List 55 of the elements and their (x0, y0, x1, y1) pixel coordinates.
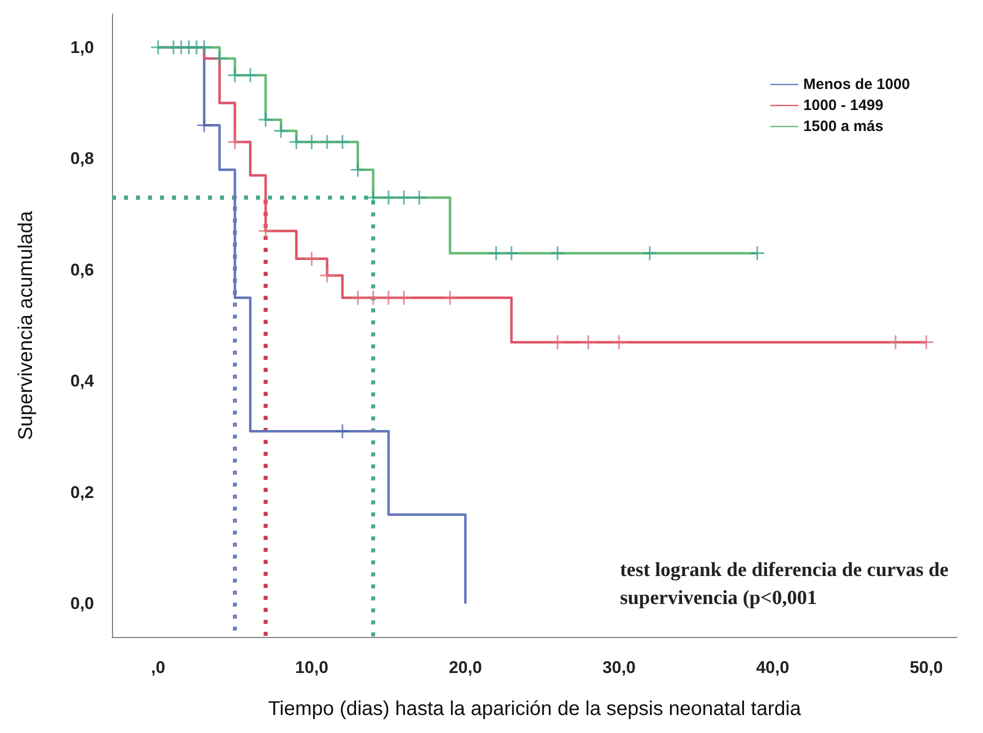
y-tick-label: 0,0 (70, 594, 94, 614)
x-tick-label: 20,0 (448, 658, 482, 677)
point (749, 245, 766, 261)
point (550, 334, 566, 350)
point (227, 134, 243, 150)
point (273, 123, 289, 139)
point (396, 290, 412, 306)
point (350, 162, 366, 178)
point (888, 334, 904, 350)
annotation: test logrank de diferencia de curvas de supervivencia (p<0,001 (620, 559, 954, 609)
point (365, 190, 381, 206)
legend-label: 1500 a más (803, 118, 884, 135)
legend-label: 1000 - 1499 (803, 97, 884, 114)
point (380, 290, 396, 306)
point (304, 134, 320, 150)
point (227, 67, 243, 83)
point (611, 334, 627, 350)
point (580, 334, 596, 350)
point (350, 290, 366, 306)
y-tick-label: 1,0 (70, 38, 94, 57)
x-tick-label: 40,0 (756, 658, 790, 677)
point (396, 190, 412, 206)
point (212, 50, 228, 66)
point (334, 423, 350, 439)
point (150, 40, 166, 56)
x-tick-label: ,0 (150, 658, 166, 677)
point (242, 67, 258, 83)
y-tick-label: 0,8 (70, 149, 94, 168)
point (488, 245, 504, 261)
point (319, 134, 335, 150)
legend-label: Menos de 1000 (803, 76, 910, 93)
point (334, 134, 350, 150)
y-tick-label: 0,2 (70, 482, 94, 502)
point (196, 117, 212, 134)
x-tick-label: 30,0 (602, 658, 636, 677)
point (504, 245, 520, 261)
point (918, 334, 934, 350)
point (442, 290, 458, 306)
x-tick-label: 10,0 (295, 658, 328, 677)
point (411, 190, 428, 206)
point (550, 245, 566, 261)
point (304, 250, 320, 267)
point (258, 112, 274, 128)
y-axis-title: Supervivencia acumulada (15, 210, 37, 440)
point (196, 40, 212, 56)
point (258, 223, 274, 239)
x-axis-title: Tiempo (dias) hasta la aparición de la sepsis neonatal tardia (268, 698, 802, 720)
y-tick-label: 0,4 (70, 372, 95, 391)
y-tick-label: 0,6 (70, 260, 94, 280)
point (365, 290, 381, 306)
x-tick-label: 50,0 (910, 658, 943, 677)
point (288, 134, 304, 150)
point (319, 268, 335, 284)
point (642, 245, 658, 261)
point (380, 190, 396, 206)
